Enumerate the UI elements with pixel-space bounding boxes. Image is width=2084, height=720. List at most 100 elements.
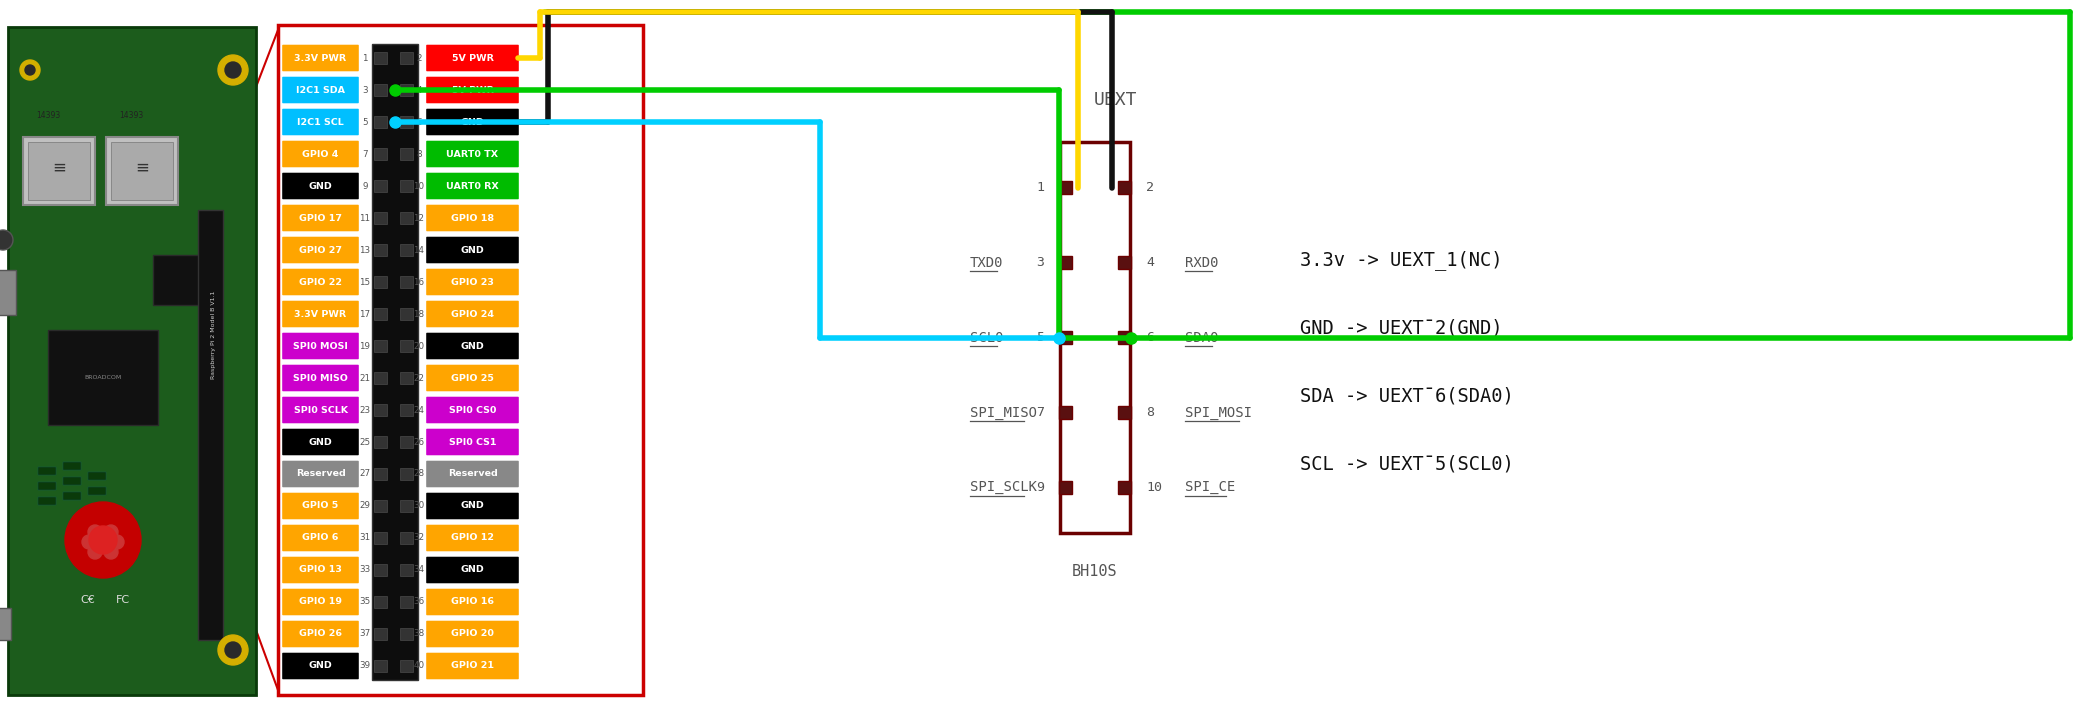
Text: 18: 18 — [413, 310, 425, 318]
Text: 19: 19 — [361, 341, 371, 351]
Text: 11: 11 — [361, 214, 371, 222]
FancyBboxPatch shape — [281, 77, 358, 103]
Bar — [1061, 142, 1130, 533]
Text: 5: 5 — [363, 117, 367, 127]
Text: SPI0 SCLK: SPI0 SCLK — [294, 405, 348, 415]
FancyBboxPatch shape — [427, 269, 519, 295]
Text: 5: 5 — [1036, 331, 1044, 344]
Text: ≡: ≡ — [135, 159, 148, 177]
Text: Raspberry Pi 2 Model B V1.1: Raspberry Pi 2 Model B V1.1 — [210, 291, 215, 379]
Bar — [1117, 181, 1132, 194]
Bar — [63, 462, 81, 470]
Text: C€: C€ — [81, 595, 96, 605]
Text: GND: GND — [461, 246, 483, 254]
Text: GND: GND — [461, 565, 483, 575]
Bar — [373, 467, 388, 480]
Bar — [373, 340, 388, 353]
FancyBboxPatch shape — [281, 492, 358, 519]
Bar — [373, 276, 388, 289]
FancyBboxPatch shape — [427, 204, 519, 231]
Bar — [38, 467, 56, 475]
FancyBboxPatch shape — [281, 428, 358, 455]
FancyBboxPatch shape — [427, 461, 519, 487]
Text: SPI_SCLK: SPI_SCLK — [969, 480, 1038, 495]
Circle shape — [65, 502, 142, 578]
Bar — [373, 660, 388, 672]
Text: 26: 26 — [413, 438, 425, 446]
Text: 34: 34 — [413, 565, 425, 575]
Bar — [1117, 331, 1132, 344]
FancyBboxPatch shape — [427, 140, 519, 167]
Circle shape — [0, 230, 13, 250]
Bar — [400, 564, 413, 577]
Text: RXD0: RXD0 — [1186, 256, 1219, 269]
Text: 6: 6 — [1146, 331, 1155, 344]
Circle shape — [96, 535, 110, 549]
Text: GPIO 19: GPIO 19 — [298, 598, 342, 606]
Text: 37: 37 — [358, 629, 371, 639]
Bar — [373, 148, 388, 161]
Circle shape — [225, 642, 242, 658]
Circle shape — [225, 62, 242, 78]
Text: GPIO 12: GPIO 12 — [450, 534, 494, 542]
Bar — [88, 487, 106, 495]
Text: SPI_MOSI: SPI_MOSI — [1186, 405, 1252, 420]
Text: 20: 20 — [413, 341, 425, 351]
FancyBboxPatch shape — [281, 461, 358, 487]
Bar — [373, 84, 388, 96]
Text: GPIO 4: GPIO 4 — [302, 150, 340, 158]
Text: SDA -> UEXT¯6(SDA0): SDA -> UEXT¯6(SDA0) — [1300, 387, 1513, 405]
Bar — [373, 52, 388, 65]
Bar — [400, 500, 413, 513]
Text: 35: 35 — [358, 598, 371, 606]
Text: 39: 39 — [358, 662, 371, 670]
FancyBboxPatch shape — [427, 77, 519, 103]
Text: GND: GND — [308, 438, 331, 446]
Text: 17: 17 — [358, 310, 371, 318]
Bar — [373, 115, 388, 128]
FancyBboxPatch shape — [281, 365, 358, 391]
Bar — [373, 595, 388, 608]
FancyBboxPatch shape — [427, 365, 519, 391]
Text: 4: 4 — [1146, 256, 1155, 269]
FancyBboxPatch shape — [281, 173, 358, 199]
Bar — [198, 210, 223, 640]
Circle shape — [88, 525, 102, 539]
Text: 5V PWR: 5V PWR — [452, 53, 494, 63]
Text: 40: 40 — [413, 662, 425, 670]
Bar — [373, 44, 419, 680]
FancyBboxPatch shape — [281, 333, 358, 359]
Bar — [88, 472, 106, 480]
Circle shape — [90, 526, 117, 554]
Text: 14: 14 — [413, 246, 425, 254]
Bar — [8, 27, 256, 695]
Bar — [400, 372, 413, 384]
Text: 3.3V PWR: 3.3V PWR — [294, 53, 346, 63]
Text: 3.3V PWR: 3.3V PWR — [294, 310, 346, 318]
FancyBboxPatch shape — [427, 589, 519, 616]
Bar — [373, 564, 388, 577]
Text: SPI0 MOSI: SPI0 MOSI — [294, 341, 348, 351]
FancyBboxPatch shape — [281, 140, 358, 167]
Bar — [400, 628, 413, 641]
Text: GPIO 13: GPIO 13 — [300, 565, 342, 575]
Bar — [1117, 406, 1132, 419]
Text: BH10S: BH10S — [1071, 564, 1117, 580]
Text: 12: 12 — [413, 214, 425, 222]
FancyBboxPatch shape — [281, 301, 358, 328]
Text: Reserved: Reserved — [296, 469, 346, 479]
Bar — [277, 25, 644, 695]
Bar — [373, 436, 388, 449]
Text: GND: GND — [308, 181, 331, 191]
Circle shape — [25, 65, 35, 75]
Text: 36: 36 — [413, 598, 425, 606]
Text: 10: 10 — [1146, 481, 1163, 494]
Bar — [400, 148, 413, 161]
Text: 2: 2 — [417, 53, 421, 63]
Text: 24: 24 — [413, 405, 425, 415]
Text: 27: 27 — [358, 469, 371, 479]
Text: 2: 2 — [1146, 181, 1155, 194]
Bar — [400, 467, 413, 480]
Circle shape — [219, 55, 248, 85]
Text: ≡: ≡ — [52, 159, 67, 177]
